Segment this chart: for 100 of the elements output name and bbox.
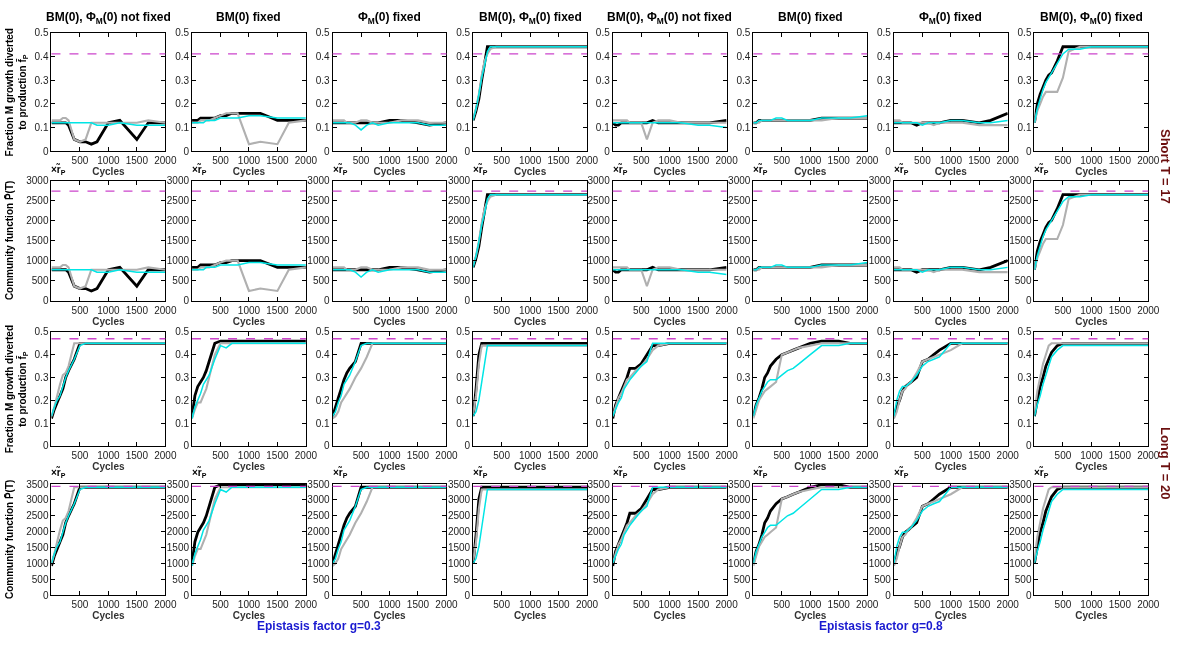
x-tick-label: 2000 (575, 304, 599, 316)
text: ×r̃$_{P}$ (753, 466, 768, 479)
y-tick-label: 0.1 (877, 122, 892, 134)
x-tick-label: 1500 (125, 304, 149, 316)
y-tick-label: 0.3 (736, 371, 751, 383)
x-tick-label: 1500 (125, 155, 149, 167)
y-tick-label: 0.4 (736, 349, 751, 361)
y-tick-label: 500 (1014, 275, 1032, 287)
y-tick-label: 0.5 (315, 27, 331, 39)
x-tick-label: 2000 (294, 449, 318, 461)
x-tick-label: 500 (1054, 304, 1072, 316)
y-tick-label: 0 (324, 589, 331, 601)
x-axis-title: Cycles (794, 315, 827, 327)
x-tick-label: 1500 (266, 155, 289, 167)
y-tick-label: 0.2 (175, 394, 190, 406)
y-tick-label: 0 (464, 295, 471, 307)
y-tick-label: 0.4 (175, 349, 190, 361)
text: ×r̃$_{P}$ (333, 163, 348, 176)
x-axis-title: Cycles (1075, 166, 1108, 178)
y-tick-label: 0 (324, 295, 331, 307)
y-tick-label: 1500 (1009, 541, 1032, 553)
y-tick-label: 0.5 (877, 27, 892, 39)
y-tick-label: 500 (172, 275, 190, 287)
y-tick-label: 1500 (166, 235, 190, 247)
x-tick-label: 2000 (435, 304, 459, 316)
y-tick-label: 2500 (587, 510, 611, 522)
x-tick-label: 2000 (294, 155, 318, 167)
x-tick-label: 1000 (1080, 599, 1103, 611)
x-tick-label: 500 (773, 599, 791, 611)
y-tick-label: 0 (324, 440, 331, 452)
chart-title: BM(0), Φ$_{M}$(0) fixed (479, 10, 582, 26)
y-tick-label: 0.5 (1017, 27, 1032, 39)
y-tick-label: 1500 (447, 541, 471, 553)
x-tick-label: 2000 (996, 599, 1020, 611)
chart-title: BM(0), Φ$_{M}$(0) fixed (1040, 10, 1143, 26)
y-tick-label: 1000 (587, 557, 611, 569)
y-tick-label: 3500 (307, 478, 331, 490)
y-tick-label: 0.3 (877, 74, 892, 86)
y-tick-label: 0.1 (595, 122, 611, 134)
text: ×r̃$_{P}$ (613, 466, 628, 479)
x-tick-label: 2000 (575, 599, 599, 611)
x-tick-label: 1000 (658, 449, 682, 461)
x-tick-label: 2000 (856, 599, 879, 611)
y-tick-label: 500 (593, 573, 611, 585)
x-tick-label: 500 (212, 304, 230, 316)
y-tick-label: 1000 (26, 255, 49, 267)
y-tick-label: 0 (183, 440, 190, 452)
x-tick-label: 1500 (547, 599, 571, 611)
y-tick-label: 2500 (26, 510, 49, 522)
x-tick-label: 500 (632, 304, 650, 316)
x-tick-label: 1000 (939, 449, 963, 461)
text: ×r̃$_{P}$ (51, 466, 66, 479)
x-axis-title: Cycles (934, 166, 968, 178)
y-tick-label: 0.2 (595, 98, 611, 110)
x-tick-label: 1500 (406, 599, 430, 611)
y-tick-label: 1000 (868, 255, 892, 267)
y-tick-label: 500 (312, 573, 331, 585)
x-tick-label: 500 (352, 155, 370, 167)
y-tick-label: 2000 (1009, 215, 1032, 227)
y-tick-label: 0 (183, 145, 190, 157)
x-tick-label: 1500 (968, 304, 991, 316)
y-tick-label: 0 (604, 589, 611, 601)
x-axis-title: Cycles (232, 166, 266, 178)
x-tick-label: 1500 (547, 155, 571, 167)
y-tick-label: 0.5 (456, 27, 471, 39)
y-tick-label: 2000 (587, 215, 611, 227)
x-tick-label: 500 (773, 449, 791, 461)
x-axis-title: Cycles (92, 166, 125, 178)
y-tick-label: 0.3 (1017, 74, 1032, 86)
y-tick-label: 0.3 (315, 371, 331, 383)
y-tick-label: 3000 (728, 175, 751, 187)
x-tick-label: 1000 (97, 449, 120, 461)
x-axis-title: Cycles (232, 315, 266, 327)
text: ×r̃$_{P}$ (192, 466, 207, 479)
x-tick-label: 2000 (294, 304, 318, 316)
y-tick-label: 0 (1025, 295, 1032, 307)
y-tick-label: 0 (744, 440, 751, 452)
y-tick-label: 0.2 (315, 98, 331, 110)
y-tick-label: 1000 (1009, 255, 1032, 267)
y-axis-title: Community function P̄(T) (3, 479, 16, 600)
y-tick-label: 0.1 (34, 122, 49, 134)
y-tick-label: 500 (593, 275, 611, 287)
y-tick-label: 0.3 (736, 74, 751, 86)
y-tick-label: 1000 (447, 557, 471, 569)
y-tick-label: 0.2 (1017, 394, 1032, 406)
text: ×r̃$_{P}$ (894, 466, 909, 479)
x-tick-label: 1000 (1080, 449, 1103, 461)
y-tick-label: 0 (42, 589, 49, 601)
x-tick-label: 500 (71, 599, 89, 611)
x-tick-label: 2000 (1137, 155, 1160, 167)
y-tick-label: 3000 (728, 494, 751, 506)
x-tick-label: 2000 (856, 304, 879, 316)
x-tick-label: 500 (773, 155, 791, 167)
y-tick-label: 0.5 (736, 27, 751, 39)
y-tick-label: 1000 (728, 557, 751, 569)
x-tick-label: 500 (493, 304, 511, 316)
y-tick-label: 0.1 (34, 417, 49, 429)
x-tick-label: 2000 (435, 155, 459, 167)
y-tick-label: 3000 (587, 175, 611, 187)
x-tick-label: 1000 (518, 599, 542, 611)
